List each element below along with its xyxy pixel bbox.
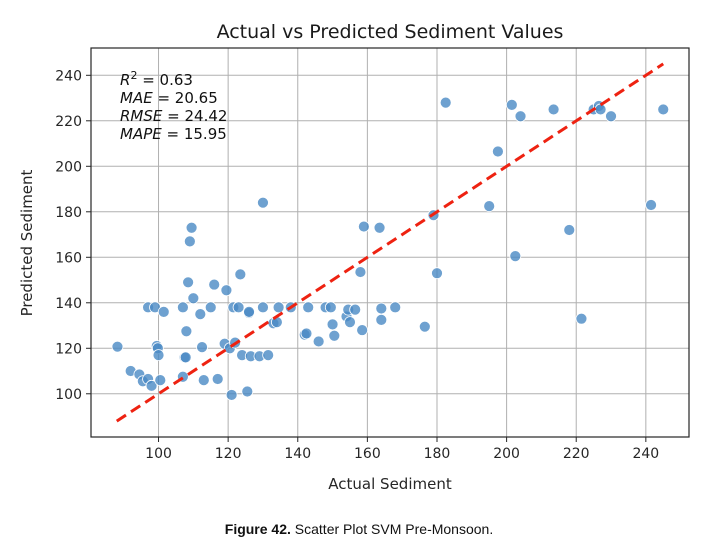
y-axis-ticks: 100 120 140 160 180 200 220 240 [55, 68, 91, 403]
data-point [312, 335, 325, 348]
data-point [154, 374, 167, 387]
y-axis-label: Predicted Sediment [18, 169, 36, 316]
plot-frame [90, 47, 690, 438]
data-point [357, 220, 370, 233]
data-point [232, 301, 245, 314]
data-point [197, 374, 210, 387]
y-tick-label: 100 [55, 387, 82, 403]
data-point [257, 196, 269, 209]
data-point [431, 267, 443, 280]
data-point [157, 305, 170, 318]
data-point [373, 221, 386, 234]
data-point [241, 385, 254, 398]
data-point [344, 316, 356, 329]
data-point [302, 301, 315, 314]
metric-mae: MAE = 20.65 [120, 89, 218, 107]
data-point [220, 284, 233, 297]
reference-line-y-equals-x [115, 62, 665, 423]
data-point [483, 200, 496, 213]
x-tick-label: 200 [493, 446, 520, 462]
scatter-chart: 100 120 140 160 180 200 220 240 100 120 140 160 180… [18, 21, 690, 493]
figure-caption: Figure 42. Scatter Plot SVM Pre-Monsoon. [0, 521, 718, 537]
data-point [152, 349, 165, 362]
data-point [145, 379, 158, 392]
x-axis-label: Actual Sediment [328, 475, 452, 493]
data-point [194, 308, 207, 321]
x-tick-label: 120 [215, 446, 242, 462]
data-point [234, 268, 247, 281]
data-point [243, 305, 255, 318]
data-point [375, 313, 388, 326]
x-tick-label: 180 [424, 446, 451, 462]
data-point [514, 110, 527, 123]
y-tick-label: 200 [55, 159, 82, 175]
data-point [179, 351, 192, 364]
x-tick-label: 140 [284, 446, 311, 462]
data-point [328, 329, 341, 342]
y-tick-label: 180 [55, 205, 82, 221]
data-point [389, 301, 402, 314]
x-tick-label: 220 [563, 446, 590, 462]
data-points [111, 96, 670, 401]
data-point [326, 318, 339, 331]
data-point [180, 325, 193, 338]
data-point [183, 235, 196, 248]
data-point [196, 341, 208, 354]
data-point [176, 301, 189, 314]
figure-label: Figure 42. [224, 521, 291, 537]
data-point [563, 224, 576, 236]
chart-title: Actual vs Predicted Sediment Values [217, 21, 564, 43]
x-tick-label: 240 [632, 446, 659, 462]
data-point [547, 103, 560, 116]
data-point [185, 221, 198, 234]
data-point [262, 349, 275, 362]
data-point [575, 312, 588, 325]
figure-caption-text: Scatter Plot SVM Pre-Monsoon. [290, 521, 494, 537]
data-point [509, 250, 522, 263]
x-tick-label: 160 [354, 446, 381, 462]
data-point [225, 389, 238, 401]
data-point [439, 96, 452, 109]
x-tick-label: 100 [145, 446, 172, 462]
y-tick-label: 140 [55, 296, 82, 312]
data-point [505, 98, 518, 111]
data-point [257, 301, 269, 314]
data-point [182, 276, 195, 289]
y-tick-label: 120 [55, 341, 82, 357]
y-tick-label: 220 [55, 114, 82, 130]
data-point [349, 303, 362, 316]
data-point [300, 327, 313, 340]
data-point [657, 103, 670, 116]
y-tick-label: 240 [55, 68, 82, 84]
metric-r: R2 = 0.63 [120, 69, 193, 89]
data-point [111, 340, 124, 353]
data-point [375, 302, 388, 315]
data-point [594, 103, 607, 116]
data-point [645, 199, 657, 211]
data-point [324, 301, 337, 314]
data-point [418, 320, 431, 333]
y-tick-label: 160 [55, 250, 82, 266]
data-point [272, 301, 285, 314]
data-point [354, 266, 367, 278]
x-axis-ticks: 100 120 140 160 180 200 220 240 [145, 437, 659, 462]
data-point [356, 324, 369, 336]
data-point [204, 301, 217, 314]
data-point [187, 292, 200, 305]
metric-rmse: RMSE = 24.42 [120, 107, 227, 125]
metric-mape: MAPE = 15.95 [120, 125, 227, 143]
data-point [605, 110, 617, 123]
data-point [211, 373, 224, 385]
data-point [492, 145, 504, 158]
data-point [208, 278, 221, 291]
